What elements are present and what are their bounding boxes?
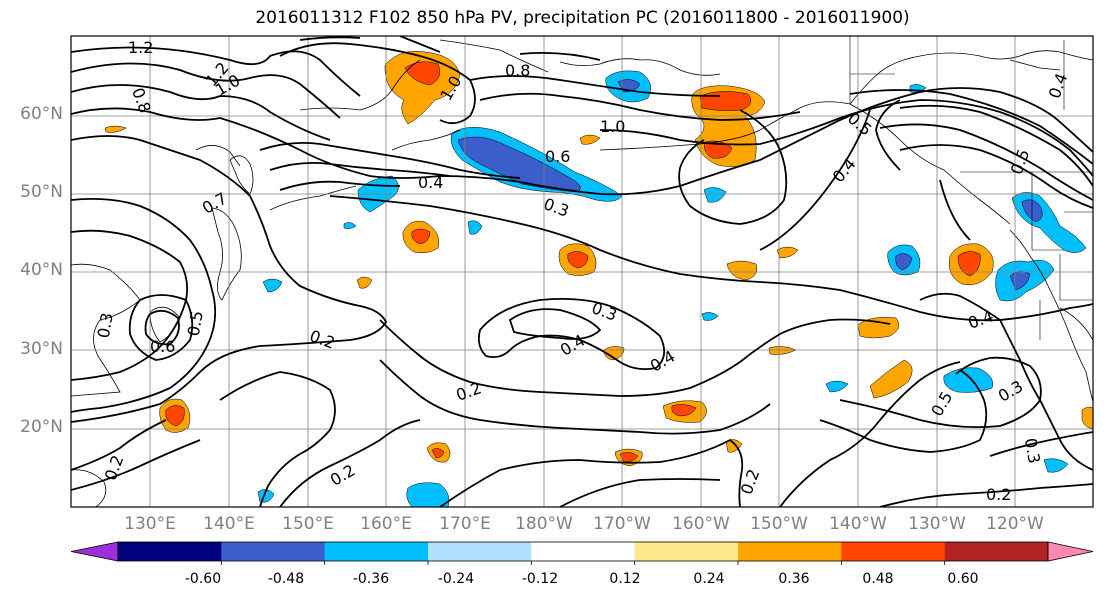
lat-label-50n: 50°N [20,182,63,202]
colorbar-segment [841,542,946,561]
country-borders [849,36,1093,340]
colorbar-tick-label: 0.36 [778,571,810,587]
contour-label: 0.3 [1021,437,1044,465]
lon-label-120w: 120°W [986,514,1044,534]
colorbar-tick-label: -0.36 [352,571,390,587]
contour-label: 0.8 [505,61,530,80]
lon-label-130e: 130°E [124,514,176,534]
map-title: 2016011312 F102 850 hPa PV, precipitatio… [255,8,910,28]
lon-label-140w: 140°W [829,514,887,534]
colorbar-tick-label: -0.12 [521,571,559,587]
contour-label: 1.2 [128,38,153,57]
lat-label-30n: 30°N [20,339,63,359]
colorbar-extend-left [70,541,119,562]
lat-label-40n: 40°N [20,260,63,280]
colorbar-tick-label: 0.12 [609,571,641,587]
lon-label-150w: 150°W [750,514,808,534]
coastlines [71,39,1093,507]
pv-contours [71,36,1093,507]
colorbar-outline [117,541,1049,562]
colorbar-tick-label: 0.60 [947,571,979,587]
contour-label: 0.3 [94,311,117,339]
colorbar-segment [118,542,222,561]
contour-label: 0.6 [545,147,570,166]
colorbar [70,541,1094,565]
lon-label-180w: 180°W [515,514,573,534]
lon-label-150e: 150°E [282,514,334,534]
lon-label-170e: 170°E [439,514,491,534]
colorbar-segment [221,542,326,561]
colorbar-segment [738,542,842,561]
colorbar-tick-label: 0.48 [862,571,894,587]
colorbar-segment [634,542,739,561]
contour-label: 1.0 [600,117,625,136]
colorbar-tick-label: -0.24 [437,571,475,587]
map-frame [70,35,1094,508]
colorbar-segment [428,542,532,561]
lon-label-160w: 160°W [672,514,730,534]
contour-label: 0.6 [150,337,175,356]
lon-label-130w: 130°W [908,514,966,534]
contour-label: 0.2 [986,485,1011,504]
colorbar-tick-label: 0.24 [693,571,725,587]
contour-label: 0.5 [184,309,207,337]
colorbar-tick-label: -0.60 [184,571,222,587]
lon-label-140e: 140°E [203,514,255,534]
lon-label-170w: 170°W [593,514,651,534]
lat-label-60n: 60°N [20,104,63,124]
contour-label: 0.4 [418,173,443,192]
colorbar-tick-label: -0.48 [267,571,305,587]
colorbar-segment [324,542,429,561]
lon-label-160e: 160°E [360,514,412,534]
colorbar-segment [531,542,636,561]
colorbar-extend-right [1047,541,1094,562]
colorbar-segment [944,542,1049,561]
graticule [71,36,1093,507]
lat-label-20n: 20°N [20,417,63,437]
